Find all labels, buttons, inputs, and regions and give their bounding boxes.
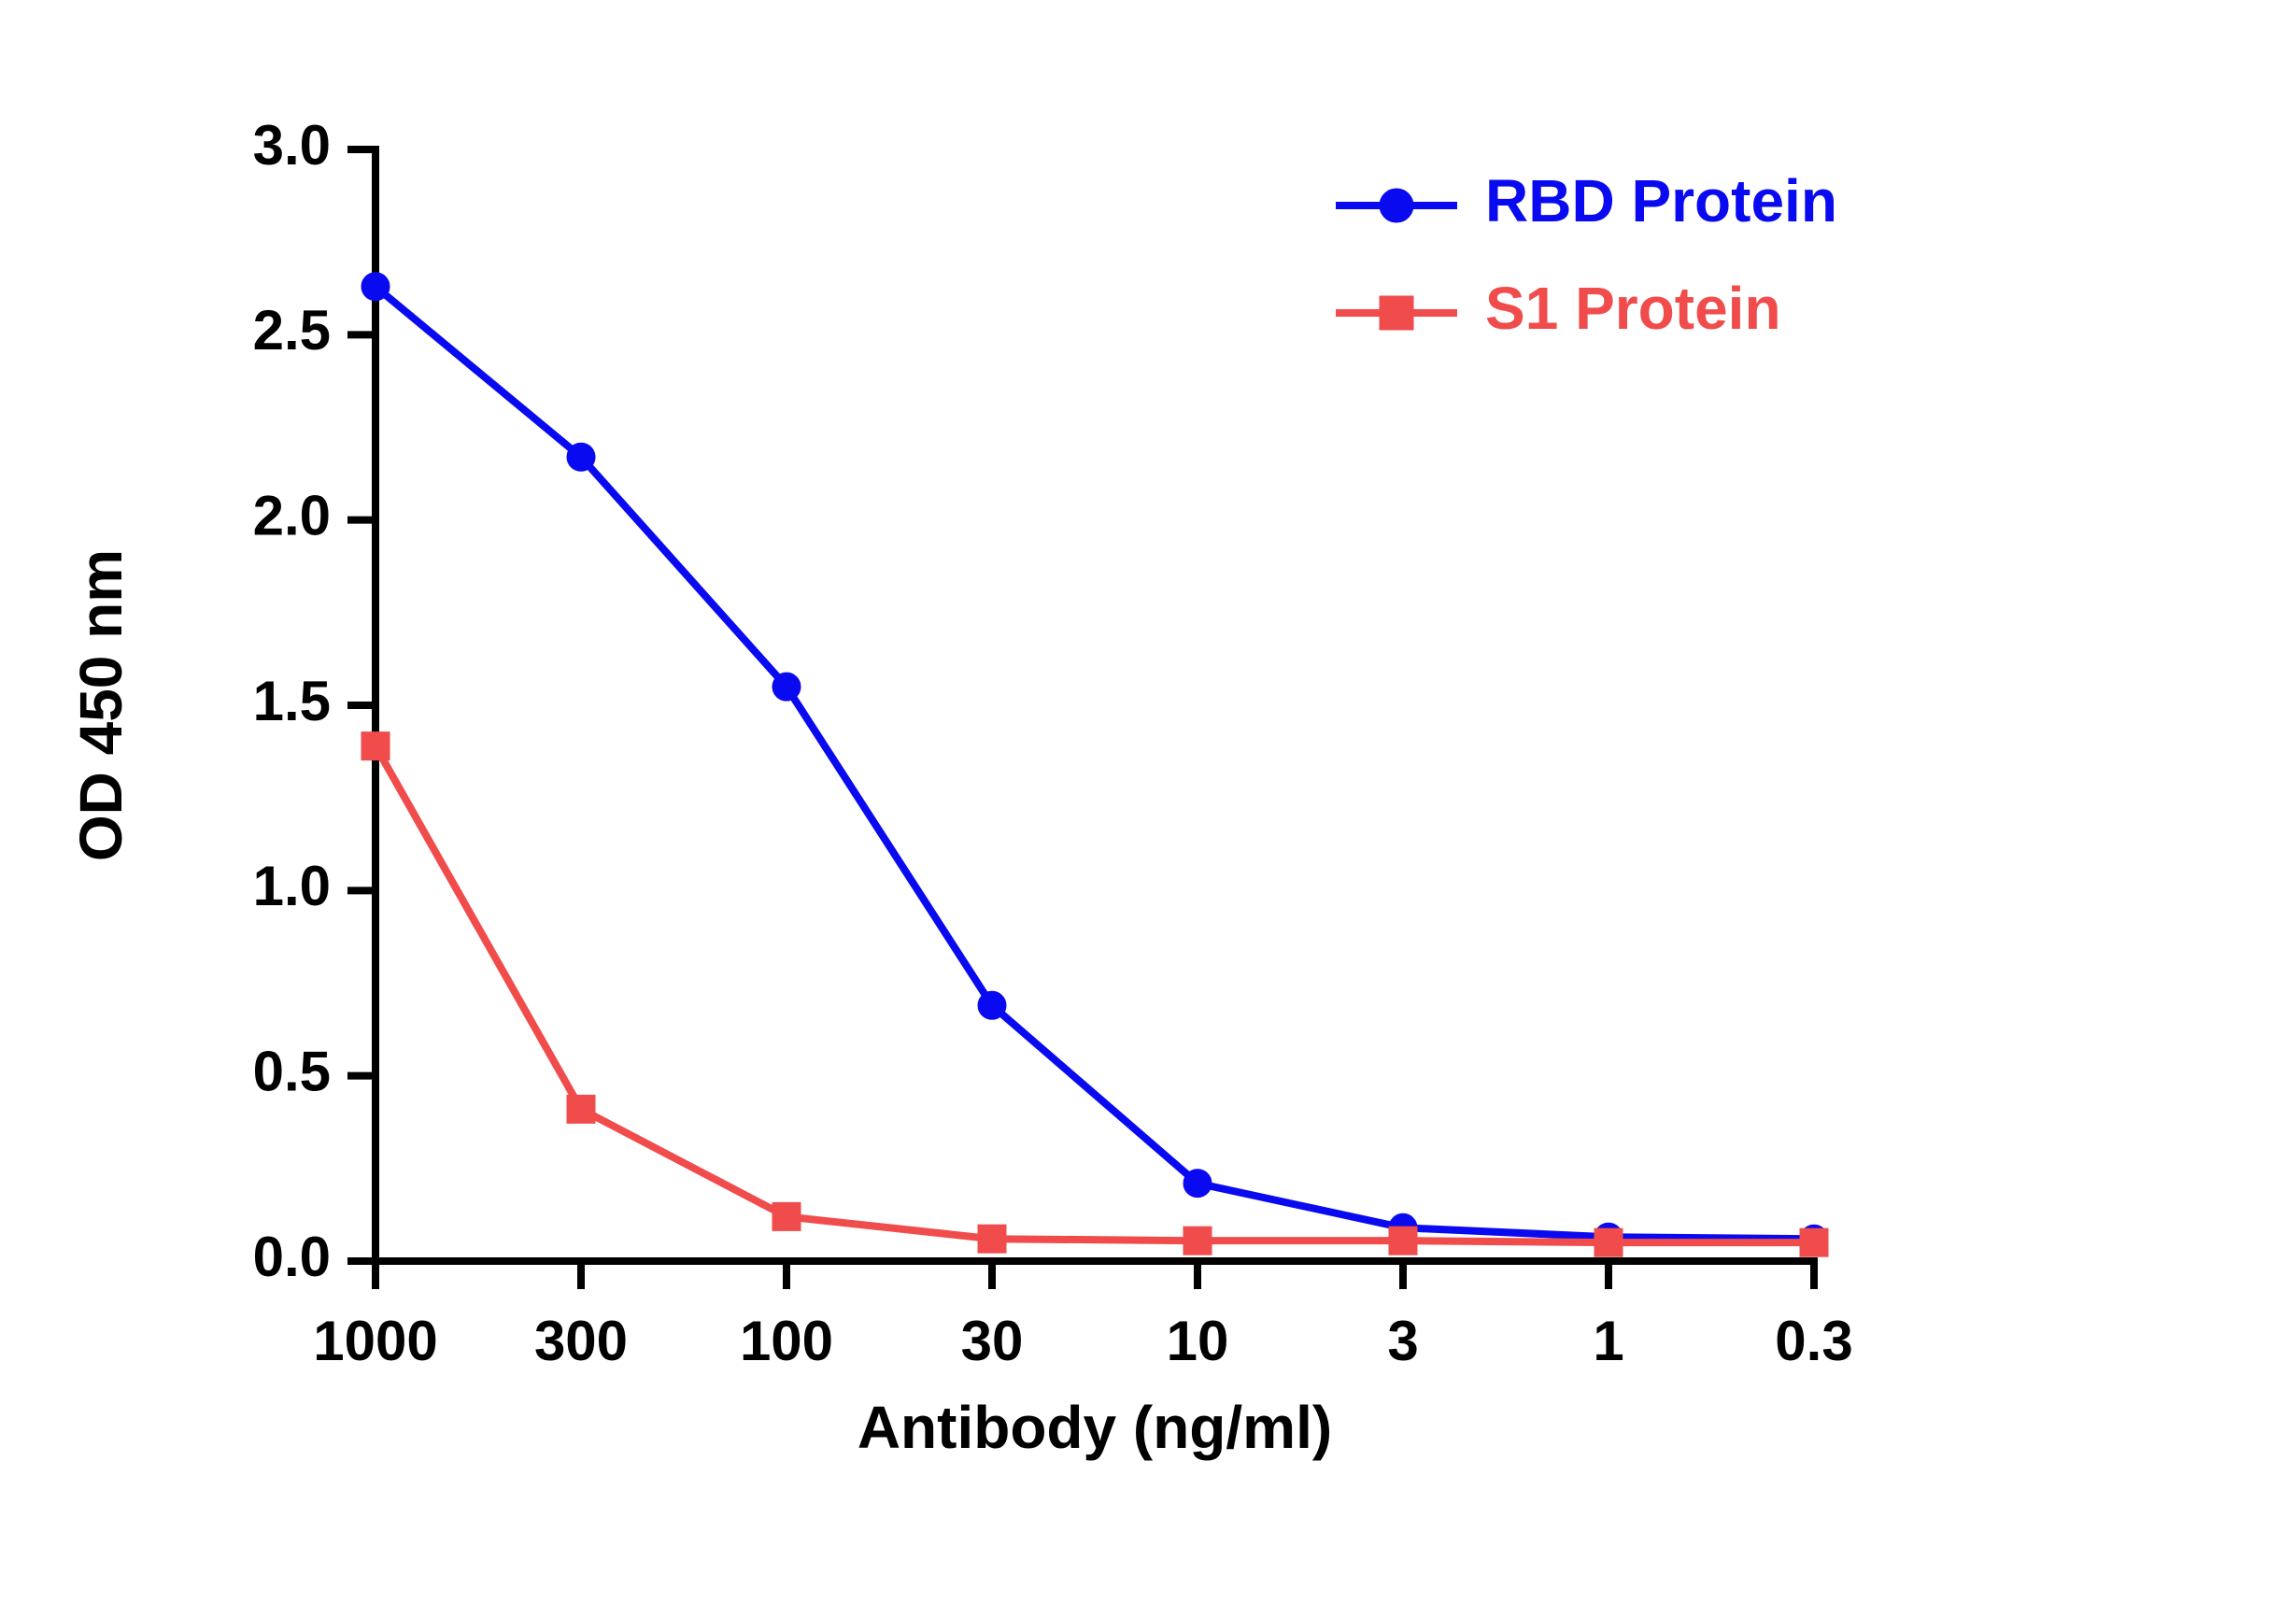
y-tick-label: 1.5: [253, 670, 331, 732]
x-tick-label: 1: [1593, 1310, 1623, 1372]
series-marker: [1800, 1228, 1828, 1256]
y-tick-label: 3.0: [253, 114, 331, 177]
x-tick-label: 100: [740, 1310, 833, 1372]
x-tick-label: 1000: [313, 1310, 437, 1372]
series-marker: [567, 443, 595, 471]
y-tick-label: 1.0: [253, 855, 331, 917]
x-tick-label: 0.3: [1775, 1310, 1852, 1372]
series-marker: [978, 1225, 1006, 1253]
x-axis-label: Antibody (ng/ml): [857, 1394, 1332, 1461]
y-tick-label: 2.5: [253, 299, 331, 362]
series-marker: [772, 673, 801, 701]
y-axis-label: OD 450 nm: [67, 549, 135, 861]
series-marker: [361, 732, 390, 760]
series-marker: [1183, 1227, 1212, 1255]
series-marker: [361, 273, 390, 301]
legend-label: RBD Protein: [1485, 167, 1837, 234]
x-tick-label: 30: [961, 1310, 1024, 1372]
y-tick-label: 2.0: [253, 485, 331, 547]
series-marker: [978, 991, 1006, 1019]
y-tick-label: 0.0: [253, 1226, 331, 1288]
chart-container: 0.00.51.01.52.02.53.0OD 450 nm1000300100…: [0, 0, 2296, 1617]
x-tick-label: 3: [1387, 1310, 1418, 1372]
series-marker: [772, 1202, 801, 1230]
series-marker: [567, 1095, 595, 1123]
x-tick-label: 300: [534, 1310, 628, 1372]
series-marker: [1183, 1170, 1212, 1198]
x-tick-label: 10: [1167, 1310, 1229, 1372]
legend-marker: [1380, 296, 1413, 330]
legend-marker: [1380, 189, 1413, 222]
series-marker: [1389, 1227, 1417, 1255]
y-tick-label: 0.5: [253, 1041, 331, 1103]
binding-curve-chart: 0.00.51.01.52.02.53.0OD 450 nm1000300100…: [0, 0, 2296, 1612]
series-marker: [1594, 1228, 1623, 1256]
series-line: [376, 746, 1814, 1243]
legend-label: S1 Protein: [1485, 275, 1781, 342]
